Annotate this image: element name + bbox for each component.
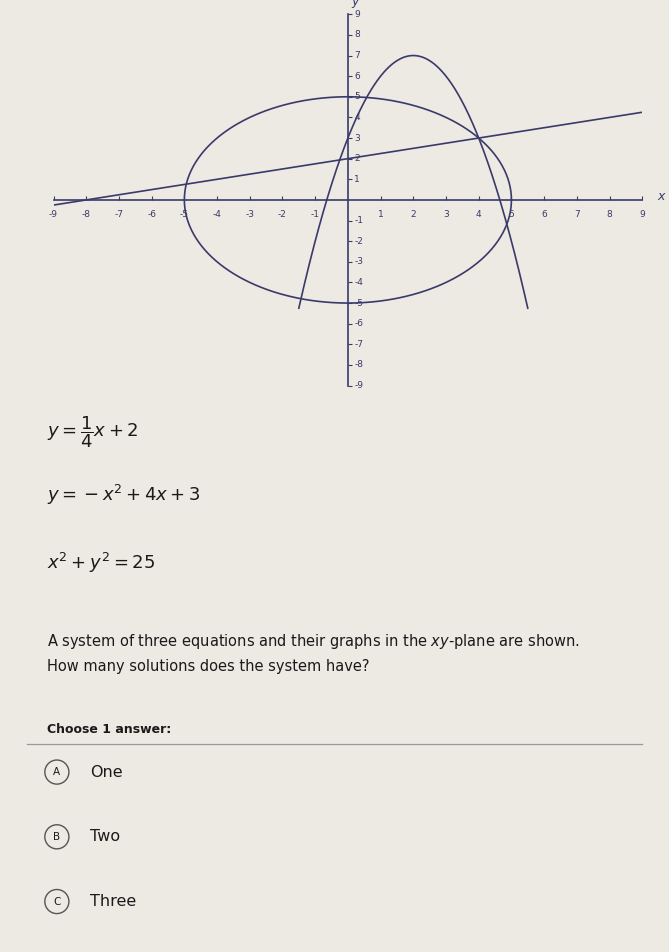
Text: 3: 3 [443,210,449,219]
Text: Choose 1 answer:: Choose 1 answer: [47,723,171,736]
Text: One: One [90,764,123,780]
Text: -1: -1 [355,216,363,225]
Text: -5: -5 [180,210,189,219]
Text: A system of three equations and their graphs in the $xy$-plane are shown.
How ma: A system of three equations and their gr… [47,632,579,674]
Text: -4: -4 [355,278,363,287]
Text: $y$: $y$ [351,0,361,10]
Text: -3: -3 [355,257,363,267]
Text: -8: -8 [82,210,91,219]
Text: -2: -2 [355,237,363,246]
Text: 4: 4 [355,113,360,122]
Text: 7: 7 [574,210,580,219]
Text: -7: -7 [355,340,363,348]
Text: 4: 4 [476,210,482,219]
Text: A: A [54,767,60,777]
Text: 5: 5 [508,210,514,219]
Text: -9: -9 [49,210,58,219]
Text: Two: Two [90,829,120,844]
Text: -1: -1 [310,210,320,219]
Text: -6: -6 [147,210,156,219]
Text: 8: 8 [607,210,612,219]
Text: -2: -2 [278,210,287,219]
Text: -9: -9 [355,381,363,390]
Text: -8: -8 [355,361,363,369]
Text: 6: 6 [541,210,547,219]
Text: 3: 3 [355,133,360,143]
Text: 6: 6 [355,71,360,81]
Text: Three: Three [90,894,136,909]
Text: -3: -3 [246,210,254,219]
Text: -5: -5 [355,299,363,307]
Text: $x^2 + y^2 = 25$: $x^2 + y^2 = 25$ [47,551,155,575]
Text: $x$: $x$ [657,190,667,204]
Text: 9: 9 [355,10,360,19]
Text: -4: -4 [213,210,221,219]
Text: 7: 7 [355,51,360,60]
Text: B: B [54,832,60,842]
Text: 1: 1 [378,210,383,219]
Text: 2: 2 [411,210,416,219]
Text: 9: 9 [640,210,645,219]
Text: $y = \dfrac{1}{4}x + 2$: $y = \dfrac{1}{4}x + 2$ [47,414,138,449]
Text: 8: 8 [355,30,360,39]
Text: -7: -7 [114,210,124,219]
Text: $y = -x^2 + 4x + 3$: $y = -x^2 + 4x + 3$ [47,483,201,506]
Text: 2: 2 [355,154,360,163]
Text: 5: 5 [355,92,360,101]
Text: 1: 1 [355,175,360,184]
Text: -6: -6 [355,319,363,328]
Text: C: C [53,897,61,906]
